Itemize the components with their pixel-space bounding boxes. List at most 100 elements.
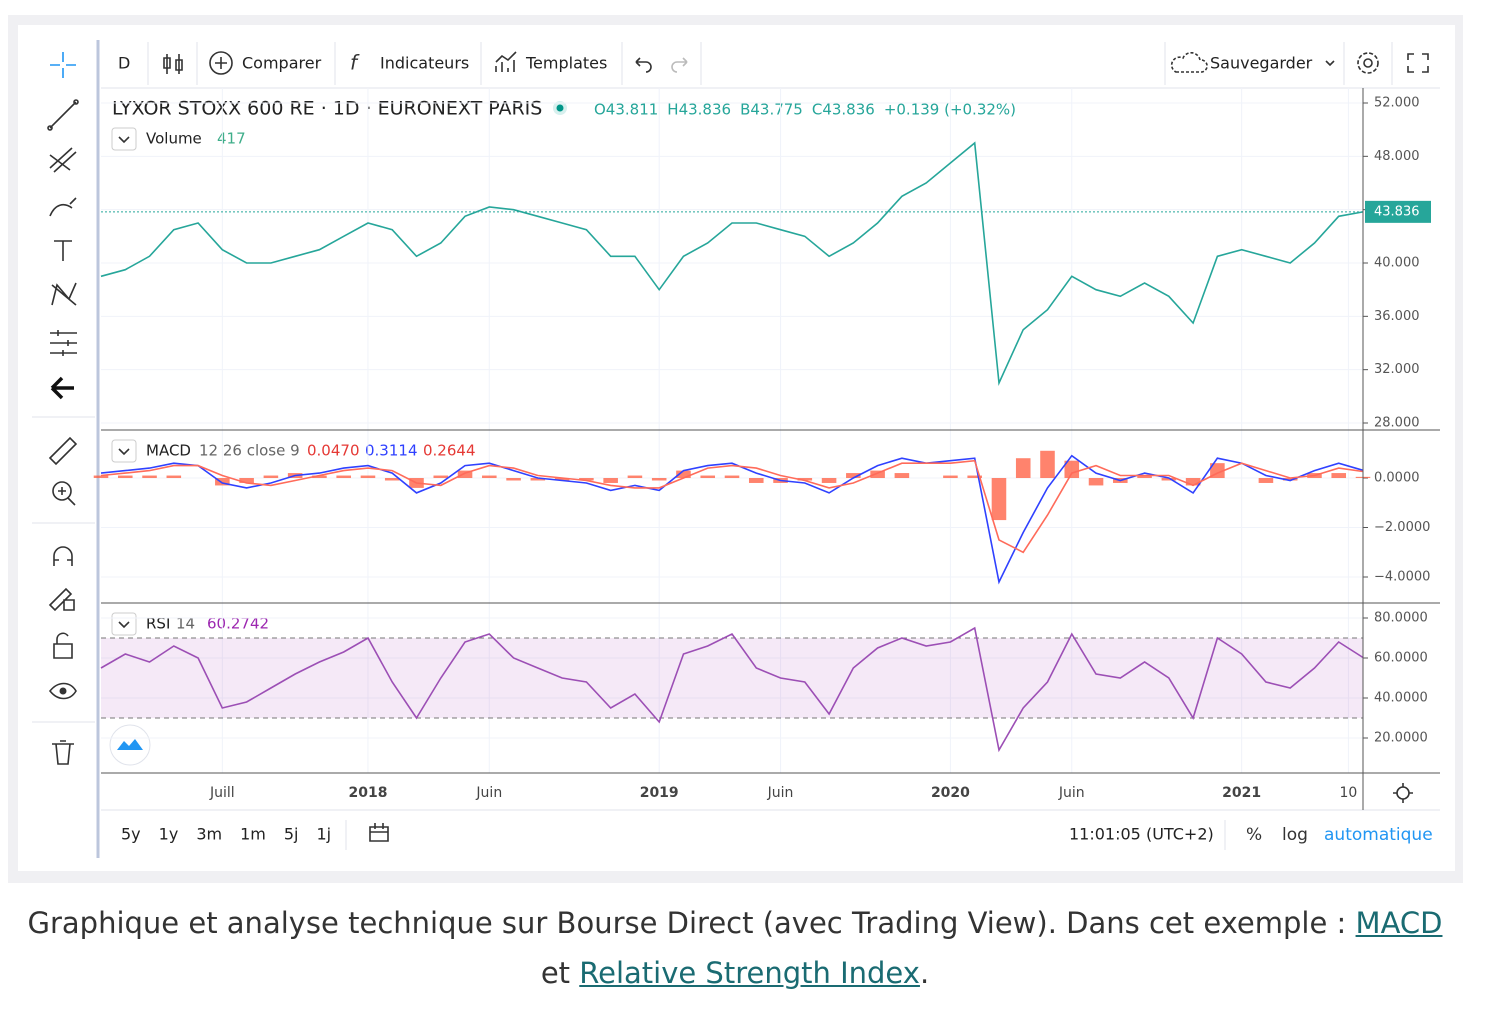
y-tick-label: 0.0000 [1374,471,1420,486]
histogram-bar [1064,460,1080,479]
auto-toggle[interactable]: automatique [1324,825,1433,845]
histogram-bar [117,475,133,479]
caption-text: Graphique et analyse technique sur Bours… [27,906,1356,940]
y-tick-label: 36.000 [1374,309,1420,324]
y-tick-label: 32.000 [1374,362,1420,377]
range-button[interactable]: 1y [159,825,179,844]
series-line [100,459,1364,554]
histogram-bar [1161,478,1177,481]
histogram-bar [700,475,716,479]
link[interactable]: Relative Strength Index [579,956,920,990]
histogram-bar [336,475,351,479]
rsi-label: RSI [146,615,170,633]
histogram-bar [166,475,182,479]
histogram-bar [579,478,594,481]
x-tick-label: Juin [1058,785,1085,801]
x-tick-label: 2020 [931,785,970,801]
interval-button[interactable]: D [118,54,130,73]
compare-button[interactable]: Comparer [242,54,322,73]
y-tick-label: −2.0000 [1374,520,1430,535]
histogram-bar [1185,478,1201,486]
histogram-bar [676,470,691,479]
templates-button[interactable]: Templates [525,54,607,73]
histogram-bar [1137,475,1152,479]
histogram-bar [215,478,230,486]
volume-label: Volume [146,130,202,148]
histogram-bar [894,473,910,479]
histogram-bar [1331,473,1347,479]
histogram-bar [797,478,813,481]
histogram-bar [1040,450,1055,479]
x-tick-label: 2018 [348,785,387,801]
y-tick-label: 28.000 [1374,416,1420,431]
ohlc-value: C43.836 [812,101,875,119]
save-button[interactable]: Sauvegarder [1210,54,1313,73]
histogram-bar [627,475,643,479]
histogram-bar [724,475,740,479]
histogram-bar [384,478,400,481]
histogram-bar [433,475,449,479]
y-tick-label: 52.000 [1374,96,1420,111]
x-tick-label: 2021 [1222,785,1261,801]
ohlc-value: B43.775 [740,101,803,119]
y-tick-label: 40.0000 [1374,691,1428,706]
y-tick-label: −4.0000 [1374,570,1430,585]
log-toggle[interactable]: log [1282,825,1308,845]
macd-value: 0.3114 [365,442,418,460]
clock: 11:01:05 (UTC+2) [1069,825,1214,844]
screenshot: D Comparer f Indicateurs Templates Sauve… [8,15,1463,883]
ohlc-value: H43.836 [667,101,731,119]
histogram-bar [1015,458,1031,479]
collapse-button[interactable] [111,127,137,151]
collapse-button[interactable] [111,439,137,463]
caption-text: . [919,956,930,990]
caption: Graphique et analyse technique sur Bours… [20,898,1450,998]
histogram-bar [1258,478,1274,483]
macd-hist-value: 0.0470 [307,442,360,460]
range-button[interactable]: 3m [196,825,222,844]
indicators-button[interactable]: Indicateurs [380,54,469,73]
ohlc-value: O43.811 [594,101,658,119]
range-button[interactable]: 5j [284,825,299,844]
histogram-bar [360,475,376,479]
tv-logo-mark [117,739,143,750]
histogram-bar [312,475,327,479]
y-tick-label: 20.0000 [1374,731,1428,746]
histogram-bar [506,478,521,481]
histogram-bar [943,475,958,479]
volume-value: 417 [217,130,246,148]
status-dot [556,104,564,112]
histogram-bar [1088,478,1104,486]
histogram-bar [93,475,109,479]
histogram-bar [482,475,497,479]
histogram-bar [1282,478,1298,481]
y-tick-label: 40.000 [1374,256,1420,271]
collapse-button[interactable] [111,612,137,636]
range-button[interactable]: 1j [316,825,331,844]
histogram-bar [846,473,861,479]
link[interactable]: MACD [1355,906,1443,940]
range-button[interactable]: 1m [240,825,266,844]
histogram-bar [967,475,982,479]
y-tick-label: 60.0000 [1374,651,1428,666]
band-fill [101,638,1363,718]
series-line [100,141,1364,387]
y-tick-label: 80.0000 [1374,611,1428,626]
panel [18,25,1455,871]
range-button[interactable]: 5y [121,825,141,844]
histogram-bar [263,475,279,479]
histogram-bar [748,478,764,483]
last-price-label: 43.836 [1374,204,1420,219]
left-toolbar [32,40,100,858]
ohlc-value: +0.139 (+0.32%) [884,101,1016,119]
percent-toggle[interactable]: % [1246,825,1262,845]
x-tick-label: 2019 [640,785,679,801]
x-tick-label: Juin [475,785,502,801]
x-tick-label: 10 [1340,785,1358,801]
histogram-bar [870,470,885,479]
histogram-bar [991,478,1007,521]
histogram-bar [239,478,254,483]
x-tick-label: Juin [767,785,794,801]
histogram-bar [821,478,837,483]
